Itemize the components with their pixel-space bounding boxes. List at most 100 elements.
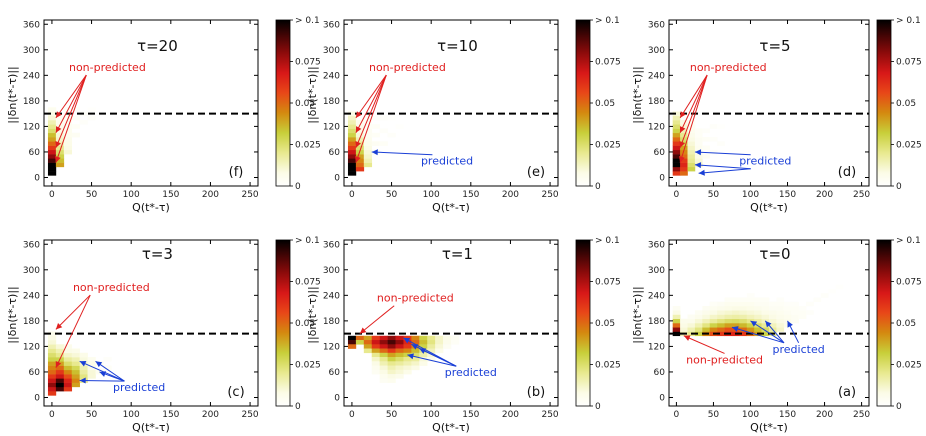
- annotation-arrow: [407, 354, 457, 367]
- heatmap-cell: [387, 378, 396, 383]
- heatmap-cell: [731, 310, 740, 315]
- annotation-arrow: [355, 74, 387, 148]
- heatmap-cell: [47, 378, 57, 383]
- heatmap-cell: [47, 154, 57, 159]
- heatmap-cell: [746, 297, 755, 303]
- heatmap-cell: [355, 154, 365, 159]
- colorbar-tick-label: 0.075: [295, 278, 321, 288]
- heatmap-cell: [761, 327, 770, 332]
- heatmap-cell: [746, 305, 755, 311]
- annotation-label: predicted: [113, 381, 165, 394]
- heatmap-cell: [363, 120, 373, 125]
- colorbar-tick-label: 0.025: [896, 361, 922, 371]
- heatmap-cell: [363, 348, 373, 354]
- x-tick-label: 150: [779, 410, 796, 420]
- heatmap-cell: [694, 158, 703, 163]
- heatmap-cell: [687, 318, 696, 324]
- heatmap-cell: [347, 132, 357, 138]
- heatmap-cell: [355, 120, 365, 125]
- annotation-arrow: [355, 74, 387, 163]
- annotation-arrowhead: [355, 126, 362, 133]
- heatmap-cell: [71, 107, 80, 112]
- heatmap-cell: [387, 357, 396, 362]
- heatmap-cell: [47, 124, 57, 129]
- heatmap-cell: [47, 171, 57, 176]
- colorbar: [575, 239, 591, 407]
- annotation-arrow: [679, 74, 708, 163]
- heatmap-cell: [395, 348, 404, 354]
- x-tick-label: 200: [202, 410, 219, 420]
- heatmap-cell: [419, 357, 428, 362]
- annotation-arrow: [55, 294, 91, 368]
- heatmap-cell: [55, 115, 65, 121]
- heatmap-cell: [63, 369, 73, 375]
- heatmap-cell: [680, 318, 688, 324]
- heatmap-cell: [702, 128, 711, 134]
- y-tick-label: 180: [323, 97, 340, 107]
- heatmap-cell: [776, 327, 785, 332]
- annotation-label: non-predicted: [69, 61, 146, 74]
- heatmap-cell: [411, 335, 420, 341]
- x-tick-label: 150: [779, 190, 796, 200]
- heatmap-cell: [702, 323, 711, 328]
- y-tick-label: 300: [648, 266, 665, 276]
- heatmap-cell: [776, 323, 785, 328]
- annotation-arrow: [679, 74, 708, 119]
- heatmap-cell: [363, 344, 373, 349]
- heatmap-cell: [347, 141, 357, 146]
- heatmap-cell: [687, 314, 696, 320]
- heatmap-cell: [87, 361, 96, 366]
- plot-frame: [343, 239, 559, 407]
- heatmap-cell: [355, 145, 365, 151]
- heatmap-cell: [672, 158, 681, 163]
- heatmap-cell: [71, 124, 80, 129]
- heatmap-cell: [694, 318, 703, 324]
- heatmap-cell: [746, 314, 755, 320]
- y-tick-label: 240: [648, 291, 665, 301]
- heatmap-cell: [709, 305, 718, 311]
- heatmap-cell: [387, 344, 396, 349]
- heatmap-cell: [79, 369, 88, 375]
- heatmap-cell: [754, 318, 762, 324]
- colorbar-tick-label: 0: [295, 182, 301, 192]
- annotation-label: predicted: [421, 155, 473, 168]
- colorbar-tick-label: > 0.1: [295, 16, 320, 26]
- heatmap-cell: [411, 352, 420, 358]
- annotation-arrowhead: [355, 155, 361, 163]
- annotation-arrow: [55, 74, 87, 163]
- x-tick-label: 200: [202, 190, 219, 200]
- heatmap-cell: [379, 374, 388, 379]
- panel-e: 0 50 100 150 200 250 0 60 120 180 240 300 360 Q(t*-τ)…: [306, 16, 621, 214]
- heatmap-cell: [355, 124, 365, 129]
- annotation-label: predicted: [773, 343, 825, 356]
- y-tick-label: 120: [23, 122, 40, 132]
- heatmap-cell: [761, 314, 770, 320]
- x-tick-label: 200: [502, 410, 519, 420]
- y-tick-label: 300: [323, 266, 340, 276]
- heatmap-cell: [739, 314, 748, 320]
- heatmap-cell: [371, 340, 380, 345]
- heatmap-cell: [672, 145, 681, 151]
- heatmap-cell: [798, 314, 807, 320]
- heatmap-cell: [435, 335, 444, 341]
- heatmap-cell: [724, 310, 733, 315]
- heatmap-cell: [791, 310, 799, 315]
- heatmap-cell: [702, 137, 711, 142]
- heatmap-cell: [347, 137, 357, 142]
- heatmap-cell: [672, 149, 681, 155]
- heatmap-cell: [680, 327, 688, 332]
- x-axis-label: Q(t*-τ): [750, 421, 788, 434]
- heatmap-cell: [387, 340, 396, 345]
- heatmap-cell: [347, 149, 357, 155]
- heatmap-cell: [47, 369, 57, 375]
- annotation-arrow: [731, 326, 785, 344]
- colorbar-tick-label: 0: [896, 402, 902, 412]
- x-tick-label: 150: [162, 410, 179, 420]
- colorbar-tick-label: 0.075: [595, 58, 621, 68]
- heatmap-cell: [403, 361, 412, 366]
- heatmap-cell: [395, 369, 404, 375]
- heatmap-cell: [387, 369, 396, 375]
- x-tick-label: 100: [742, 190, 759, 200]
- x-tick-label: 50: [708, 410, 720, 420]
- heatmap-cell: [672, 305, 681, 311]
